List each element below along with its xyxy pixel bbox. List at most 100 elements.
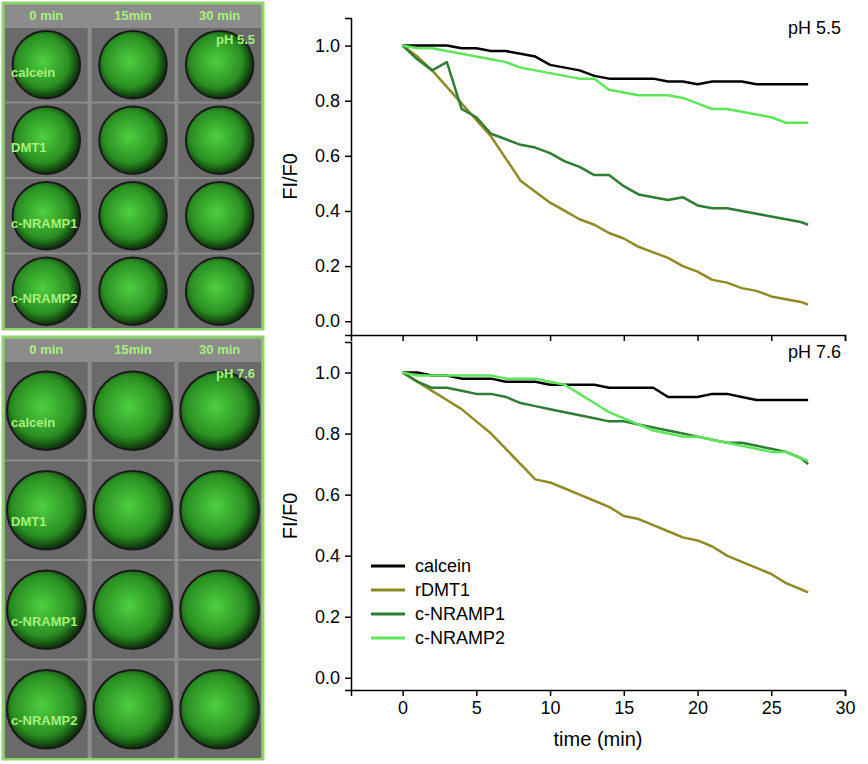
image-cell <box>178 362 261 460</box>
oocyte <box>186 182 254 250</box>
tick-mark <box>345 555 351 557</box>
axis-line <box>352 691 846 697</box>
image-cell <box>5 362 88 460</box>
row-label: c-NRAMP2 <box>11 713 77 728</box>
tick <box>476 335 477 341</box>
tick: 0.0 <box>315 668 351 688</box>
legend-label: calcein <box>415 556 471 576</box>
row-label: c-NRAMP1 <box>11 216 77 231</box>
chart-title: pH 5.5 <box>788 18 841 38</box>
y-axis-title: FI/F0 <box>279 153 301 200</box>
x-axis-title: time (min) <box>554 728 643 750</box>
image-cell <box>178 104 261 178</box>
oocyte <box>99 258 167 326</box>
tick-label: 0.6 <box>315 146 340 166</box>
tick-label: 0.4 <box>315 201 340 221</box>
time-label: 30 min <box>199 8 240 23</box>
legend-label: rDMT1 <box>415 580 470 600</box>
image-cell <box>178 661 261 759</box>
tick-label: 5 <box>472 698 482 718</box>
y-axis: 0.0 0.2 0.4 0.6 0.8 1.0 <box>315 19 352 336</box>
time-label: 0 min <box>29 342 63 357</box>
tick-label: 0.2 <box>315 256 340 276</box>
series-line <box>403 46 809 123</box>
series-line <box>403 373 809 465</box>
tick-mark <box>345 45 351 47</box>
tick-label: 20 <box>688 698 708 718</box>
tick: 0.2 <box>315 256 351 276</box>
tick-mark <box>771 335 773 341</box>
figure: 0 min 15min 30 min pH 5.5 calcein DMT1 c-NRAMP… <box>0 0 868 764</box>
tick-mark <box>550 335 552 341</box>
y-axis: 0.00.20.40.60.81.0 <box>315 343 352 691</box>
row-label: DMT1 <box>11 140 46 155</box>
tick-label: 0.0 <box>315 311 340 331</box>
image-cell <box>5 104 88 178</box>
image-cell <box>92 255 175 329</box>
tick-mark <box>345 433 351 435</box>
image-cell <box>5 462 88 560</box>
image-cell <box>5 661 88 759</box>
oocyte <box>7 670 86 749</box>
legend-swatch <box>371 613 405 616</box>
tick-mark <box>345 616 351 618</box>
tick-mark <box>771 690 773 696</box>
tick-label: 0.0 <box>315 668 340 688</box>
tick-mark <box>345 678 351 680</box>
y-axis-title: FI/F0 <box>279 493 301 540</box>
tick-mark <box>550 690 552 696</box>
tick-label: 0.8 <box>315 91 340 111</box>
axis-line <box>345 19 352 336</box>
tick: 15 <box>614 690 634 718</box>
oocyte <box>94 570 173 649</box>
image-cell <box>92 462 175 560</box>
image-cell <box>178 179 261 253</box>
series-line <box>403 46 809 85</box>
tick-label: 0.6 <box>315 485 340 505</box>
plot-area <box>403 46 809 305</box>
image-cell <box>178 28 261 102</box>
tick: 0.6 <box>315 146 351 166</box>
image-cell <box>5 561 88 659</box>
chart: 0510152025300.00.20.40.60.81.0pH 7.6FI/F… <box>279 342 856 750</box>
tick <box>698 335 699 341</box>
tick-mark <box>345 321 351 323</box>
time-label: 15min <box>114 342 152 357</box>
oocyte <box>94 371 173 450</box>
image-cell <box>178 561 261 659</box>
tick-label: 1.0 <box>315 36 340 56</box>
row-label: calcein <box>11 65 55 80</box>
tick: 20 <box>688 690 708 718</box>
tick: 0.4 <box>315 201 351 221</box>
panel-frame <box>3 3 263 329</box>
tick-label: 10 <box>541 698 561 718</box>
tick-label: 1.0 <box>315 363 340 383</box>
oocyte <box>7 570 86 649</box>
tick <box>403 335 404 341</box>
tick-mark <box>345 266 351 268</box>
image-panel: 0 min15min30 minpH 7.6calceinDMT1c-NRAMP… <box>3 337 263 759</box>
tick-label: 15 <box>614 698 634 718</box>
tick-label: 0 <box>398 698 408 718</box>
tick <box>624 335 625 341</box>
image-cell <box>5 179 88 253</box>
tick-mark <box>402 690 404 696</box>
row-label: calcein <box>11 415 55 430</box>
tick-mark <box>476 690 478 696</box>
image-cell <box>92 561 175 659</box>
oocyte <box>94 471 173 550</box>
tick-label: 25 <box>762 698 782 718</box>
tick-mark <box>624 690 626 696</box>
tick <box>771 335 772 341</box>
oocyte <box>186 107 254 175</box>
oocyte <box>7 371 86 450</box>
image-cell <box>5 255 88 329</box>
legend: calceinrDMT1c-NRAMP1c-NRAMP2 <box>371 556 505 648</box>
ph-label: pH 5.5 <box>216 32 255 47</box>
legend-swatch <box>371 589 405 592</box>
tick-mark <box>402 335 404 341</box>
tick-label: 30 <box>835 698 855 718</box>
image-cell <box>92 179 175 253</box>
series-line <box>403 373 809 462</box>
oocyte <box>99 31 167 99</box>
